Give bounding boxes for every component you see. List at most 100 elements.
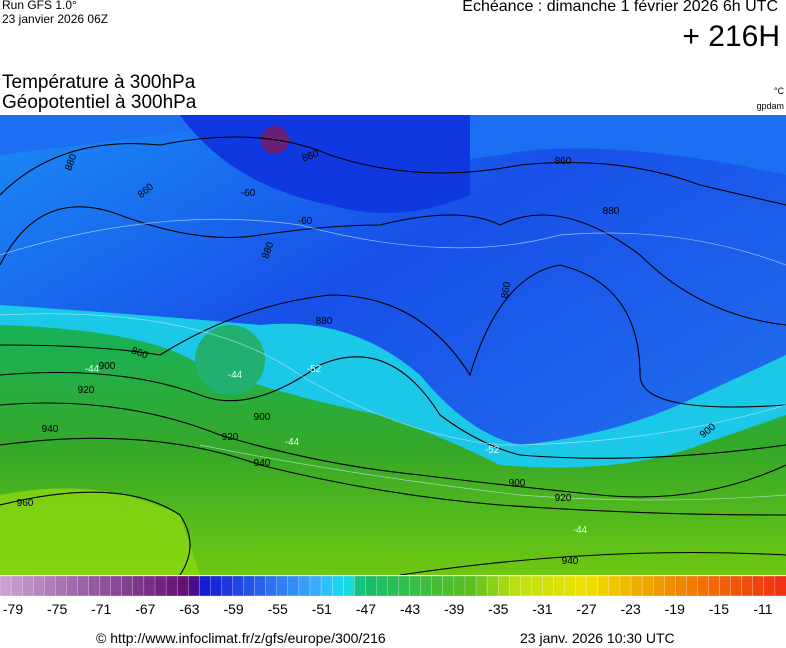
contour-label: -60: [298, 216, 313, 227]
colorbar-label: -35: [488, 601, 508, 616]
colorbar-cell: [409, 576, 422, 597]
isotherms: [0, 218, 786, 501]
colorbar-label: -67: [135, 601, 155, 616]
colorbar-cell: [708, 576, 721, 597]
colorbar-cell: [398, 576, 411, 597]
unit-temperature: °C: [773, 86, 784, 96]
colorbar-label: -15: [709, 601, 729, 616]
colorbar-cell: [365, 576, 377, 597]
colorbar-cell: [254, 576, 267, 597]
colorbar-cell: [719, 576, 732, 597]
colorbar-cell: [33, 576, 45, 597]
colorbar-cell: [431, 576, 444, 597]
colorbar-cell: [176, 576, 189, 597]
colorbar-cell: [752, 576, 765, 597]
isotherm-label: -52: [307, 364, 322, 375]
colorbar-cell: [619, 576, 632, 597]
colorbar-cell: [486, 576, 499, 597]
colorbar-label: -55: [268, 601, 288, 616]
colorbar-cell: [0, 576, 12, 597]
colorbar-cell: [55, 576, 67, 597]
contour-label: 900: [254, 412, 271, 423]
colorbar-cell: [88, 576, 101, 597]
colorbar-label: -51: [312, 601, 332, 616]
isotherm-label: -44: [228, 370, 243, 381]
colorbar-cell: [730, 576, 743, 597]
colorbar-cell: [309, 576, 322, 597]
warm-air: [0, 325, 786, 575]
contour-label: 900: [509, 478, 526, 489]
colorbar-cell: [221, 576, 233, 597]
colorbar-cell: [608, 576, 621, 597]
colorbar-cell: [298, 576, 311, 597]
colorbar-cell: [132, 576, 145, 597]
isotherm-label: -44: [573, 525, 588, 536]
colorbar-cell: [154, 576, 167, 597]
colorbar-cell: [453, 576, 466, 597]
colorbar-cell: [21, 576, 34, 597]
contour-label: 880: [316, 316, 333, 327]
contour-label: 860: [555, 156, 572, 167]
colorbar-label: -11: [753, 601, 772, 616]
colorbar-cell: [686, 576, 698, 597]
unit-geopotential: gpdam: [756, 101, 784, 111]
colorbar-cell: [343, 576, 355, 597]
colorbar-cell: [553, 576, 566, 597]
colorbar-label: -79: [3, 601, 23, 616]
colorbar-cell: [287, 576, 300, 597]
colorbar-cell: [575, 576, 588, 597]
contours: [0, 136, 786, 575]
colorbar-cell: [630, 576, 643, 597]
colorbar-label: -71: [91, 601, 111, 616]
colorbar-label: -31: [532, 601, 552, 616]
footer-source: © http://www.infoclimat.fr/z/gfs/europe/…: [96, 630, 386, 646]
colorbar-cell: [387, 576, 399, 597]
contour-label: 920: [222, 432, 239, 443]
colorbar-cell: [354, 576, 366, 597]
colorbar-cell: [165, 576, 178, 597]
colorbar-cell: [664, 576, 676, 597]
colorbar-cell: [320, 576, 333, 597]
colorbar-label: -75: [47, 601, 67, 616]
contour-label: 920: [78, 385, 95, 396]
colorbar-cell: [99, 576, 112, 597]
footer-generated: 23 janv. 2026 10:30 UTC: [520, 630, 675, 646]
colorbar-label: -19: [665, 601, 685, 616]
colorbar-cell: [199, 576, 211, 597]
contour-label: 900: [99, 361, 116, 372]
contour-label: 920: [555, 493, 572, 504]
colorbar-cell: [564, 576, 577, 597]
warmest-air: [0, 488, 200, 575]
colorbar-cell: [542, 576, 554, 597]
lead-time: + 216H: [682, 20, 780, 53]
colorbar-label: -43: [400, 601, 420, 616]
colorbar: -79 -75 -71 -67 -63 -59 -55 -51 -47 -43 -39 -35 -31 -…: [0, 576, 786, 616]
colorbar-cell: [774, 576, 786, 597]
colorbar-cell: [210, 576, 222, 597]
isotherm-label: -44: [285, 437, 300, 448]
colorbar-cell: [498, 576, 510, 597]
colorbar-cell: [763, 576, 776, 597]
colorbar-cell: [77, 576, 90, 597]
colorbar-cell: [188, 576, 200, 597]
contour-label: 880: [603, 206, 620, 217]
very-cold-air: [180, 115, 470, 213]
colorbar-cell: [243, 576, 256, 597]
colorbar-label: -59: [223, 601, 243, 616]
colorbar-label: -27: [576, 601, 596, 616]
colorbar-label: -23: [621, 601, 641, 616]
colorbar-cell: [376, 576, 388, 597]
colorbar-cell: [442, 576, 455, 597]
colorbar-cell: [143, 576, 156, 597]
colorbar-cell: [265, 576, 278, 597]
colorbar-label: -47: [356, 601, 376, 616]
colorbar-cell: [10, 576, 23, 597]
contour-label: 960: [17, 498, 34, 509]
colorbar-cell: [675, 576, 687, 597]
colorbar-cell: [697, 576, 709, 597]
colorbar-label: -39: [444, 601, 464, 616]
colorbar-cell: [276, 576, 289, 597]
colorbar-label: -63: [179, 601, 199, 616]
